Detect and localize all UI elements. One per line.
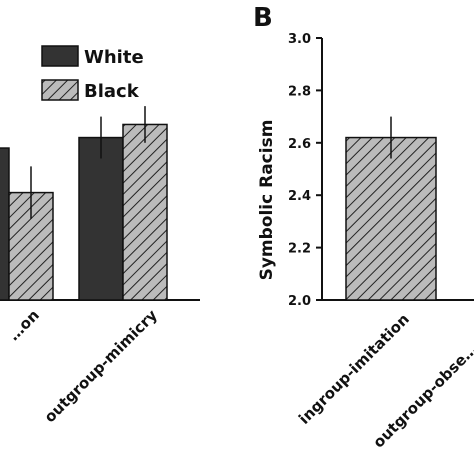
panel-b-y-ticks: 2.0 2.2 2.4 2.6 2.8 3.0 — [288, 32, 322, 309]
bar-black-2 — [122, 123, 168, 301]
legend-swatch-black — [41, 79, 79, 101]
panel-b-label: B — [253, 3, 273, 33]
panel-b-category-1: ingroup-imitation — [295, 310, 413, 428]
bar-1 — [345, 136, 437, 301]
panel-a: White Black …on outgroup-mimicry — [0, 45, 200, 426]
panel-a-legend: White Black — [41, 45, 144, 102]
panel-a-category-2: outgroup-mimicry — [41, 306, 161, 426]
panel-b-y-axis-label: Symbolic Racism — [257, 120, 277, 281]
y-tick-label: 3.0 — [288, 32, 311, 47]
y-tick-label: 2.0 — [288, 294, 311, 309]
legend-label-white: White — [84, 47, 144, 68]
y-tick-label: 2.6 — [288, 137, 311, 152]
panel-a-category-1: …on — [5, 306, 43, 344]
bar-white-1 — [0, 147, 10, 301]
legend-label-black: Black — [84, 81, 140, 102]
y-tick-label: 2.4 — [288, 189, 311, 204]
y-tick-label: 2.2 — [288, 242, 311, 257]
y-tick-label: 2.8 — [288, 84, 311, 99]
panel-b-category-2: outgroup-obse… — [370, 340, 474, 451]
bar-white-2 — [78, 136, 124, 301]
panel-a-bars — [0, 106, 168, 301]
legend-swatch-white — [41, 45, 79, 67]
panel-b-bars — [345, 116, 437, 301]
panel-b: B 2.0 2.2 2.4 2.6 2.8 3.0 Symbolic Racism ing… — [253, 3, 474, 451]
